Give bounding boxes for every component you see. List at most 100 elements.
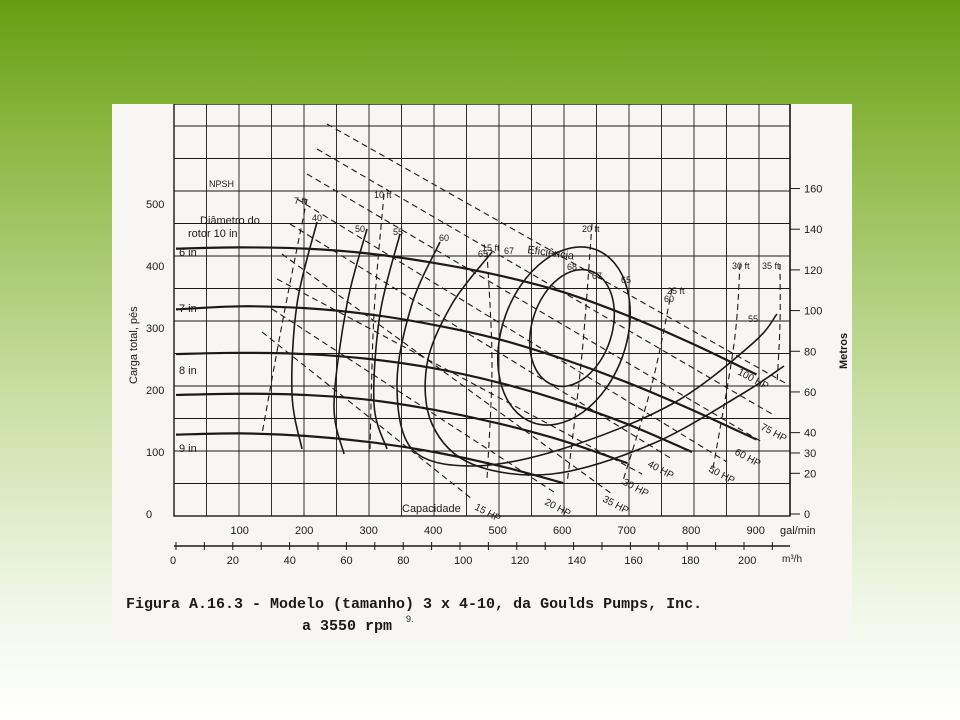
y-tick-label-m: 140 [804,224,822,236]
head-curve-9-in [175,305,757,441]
x-tick-label-m3h: 200 [738,555,756,567]
plot-frame [173,104,791,517]
power-line [316,148,773,415]
rotor-size-label: 8 in [179,365,197,377]
efficiency-contour [396,241,778,467]
head-curve-8-in [175,351,693,454]
figure-caption-note: 9. [406,614,414,624]
efficiency-level-label: 55 [748,314,758,324]
npsh-line [621,288,673,485]
efficiency-level-label: 65 [478,249,488,259]
npsh-line [776,263,781,385]
efficiency-level-label: 65 [621,275,631,285]
efficiency-level-label: 50 [355,224,365,234]
x-tick-label-gpm: 400 [424,525,442,537]
y-tick-label-ft: 300 [146,323,164,335]
npsh-line [261,198,308,435]
y-axis-label-left: Carga total, pés [128,306,140,384]
npsh-label: NPSH [209,179,234,189]
efficiency-contour [424,251,785,476]
efficiency-level-label: 67 [592,271,602,281]
power-line [296,198,728,463]
y-tick-label-ft: 400 [146,261,164,273]
y-tick-label-m: 60 [804,387,816,399]
y-tick-label-m: 40 [804,428,816,440]
head-curve-10-in [175,246,757,376]
power-line [261,331,473,500]
efficiency-level-label: 68 [567,262,577,272]
x-tick-label-gpm: 200 [295,525,313,537]
power-label: 100 HP [736,367,771,393]
x-tick-label-gpm: 100 [231,525,249,537]
y-tick-label-m: 0 [804,509,810,521]
power-label: 30 HP [621,477,651,500]
power-label: 35 HP [601,494,631,517]
efficiency-contour-68 [528,268,616,388]
pump-curve-figure: 9 in 8 in 7 in 6 in 40 50 55 60 65 67 68 67 65 60 55 … [112,104,852,638]
x-tick-label-gpm: 700 [618,525,636,537]
y-tick-label-m: 80 [804,346,816,358]
npsh-level-label: 20 ft [582,224,600,234]
x-tick-label-gpm: 300 [360,525,378,537]
x-unit-gpm: gal/min [780,525,815,537]
x-tick-label-m3h: 120 [511,555,529,567]
power-label: 15 HP [473,502,503,525]
y-tick-label-ft: 500 [146,199,164,211]
power-label: 75 HP [759,422,789,445]
efficiency-label: Eficiência [527,244,576,263]
rotor-size-label: 6 in [179,247,197,259]
efficiency-contour [372,233,401,450]
x-tick-label-m3h: 140 [568,555,586,567]
figure-caption-line1: Figura A.16.3 - Modelo (tamanho) 3 x 4-1… [126,596,702,613]
power-line [306,173,763,443]
efficiency-contour-67 [496,246,632,426]
efficiency-level-label: 60 [664,294,674,304]
power-line [289,223,673,460]
y-tick-label-ft: 0 [146,509,152,521]
power-label: 40 HP [646,459,676,482]
y-tick-label-m: 30 [804,448,816,460]
npsh-line [486,251,493,480]
x-tick-label-m3h: 40 [284,555,296,567]
power-line [271,308,558,495]
npsh-level-label: 10 ft [374,190,392,200]
y-tick-label-ft: 100 [146,447,164,459]
rotor-label-line1: Diâmetro do [200,215,260,227]
head-curve-7-in [175,392,628,465]
x-tick-label-gpm: 500 [489,525,507,537]
figure-caption-line2: a 3550 rpm [302,618,392,635]
efficiency-level-label: 55 [393,227,403,237]
rotor-size-label: 9 in [179,443,197,455]
efficiency-level-label: 40 [312,213,322,223]
x-tick-label-m3h: 80 [397,555,409,567]
npsh-level-label: 35 ft [762,261,780,271]
efficiency-level-label: 67 [504,246,514,256]
x-unit-m3h: m³/h [782,554,802,565]
power-line [326,123,788,385]
efficiency-level-label: 60 [439,233,449,243]
y-axis-label-right: Metros [838,333,850,369]
efficiency-contour [291,221,318,450]
power-label: 60 HP [733,447,763,470]
x-tick-label-m3h: 60 [340,555,352,567]
npsh-level-label: 25 ft [667,286,685,296]
npsh-level-label: 15 ft [482,243,500,253]
y-tick-label-ft: 200 [146,385,164,397]
y-tick-label-m: 20 [804,468,816,480]
head-curve-6-in [175,432,564,485]
x-tick-label-m3h: 0 [170,555,176,567]
x-tick-label-gpm: 900 [747,525,765,537]
power-line [276,278,643,475]
y-tick-label-m: 120 [804,265,822,277]
x-tick-label-m3h: 180 [681,555,699,567]
npsh-level-label: 7 ft [294,196,307,206]
x-tick-label-gpm: 800 [682,525,700,537]
npsh-line [369,193,385,450]
rotor-size-label: 7 in [179,303,197,315]
y-tick-label-m: 100 [804,306,822,318]
x-tick-label-m3h: 160 [624,555,642,567]
x-tick-label-m3h: 20 [227,555,239,567]
npsh-line [566,223,593,485]
npsh-line [711,263,741,475]
